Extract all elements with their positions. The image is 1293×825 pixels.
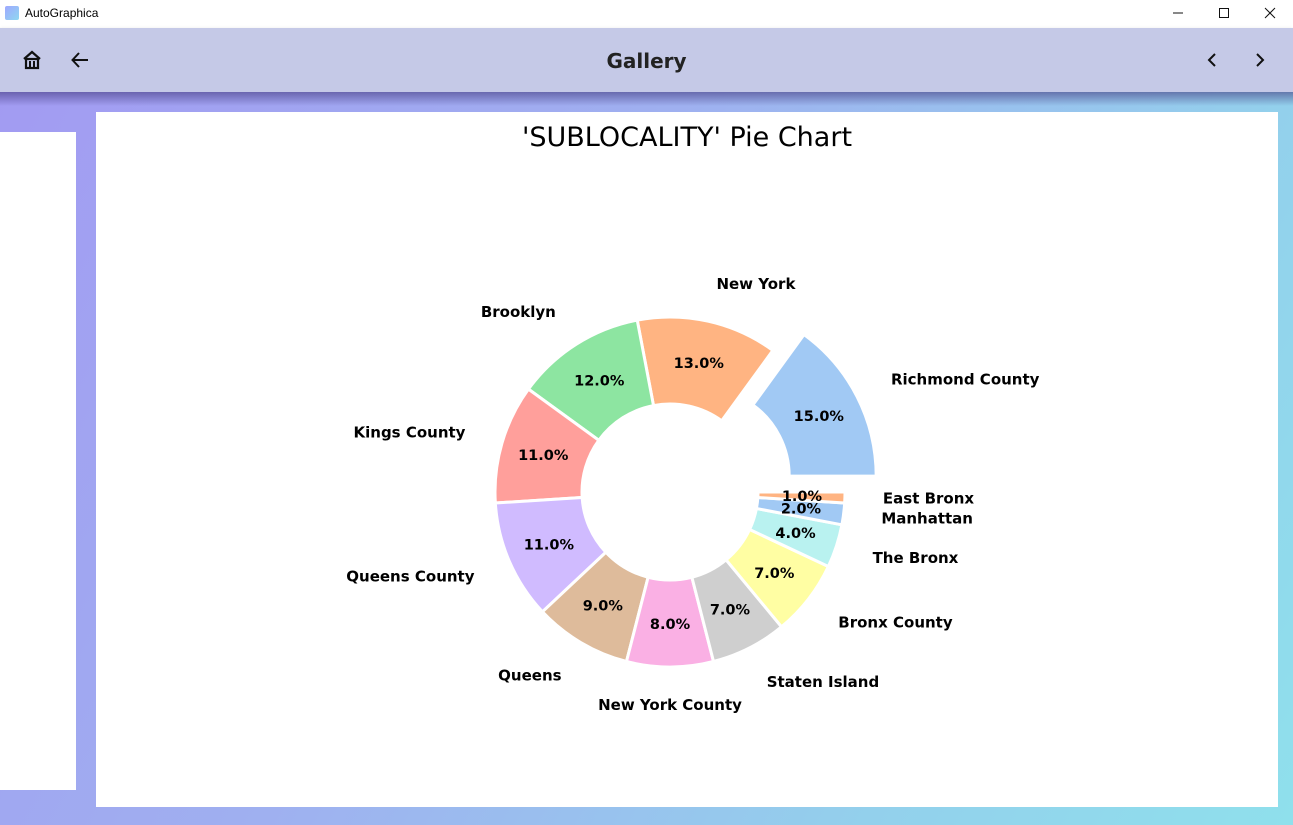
pct-label-brooklyn: 12.0% [574, 374, 625, 390]
slice-label-kings-county: Kings County [354, 424, 466, 442]
slice-label-the-bronx: The Bronx [873, 549, 959, 567]
minimize-icon [1173, 12, 1183, 14]
previous-button[interactable] [1192, 40, 1232, 80]
slice-label-new-york-county: New York County [598, 696, 742, 714]
pct-label-bronx-county: 7.0% [754, 566, 795, 582]
slice-label-richmond-county: Richmond County [891, 370, 1040, 388]
pct-label-queens-county: 11.0% [524, 537, 575, 553]
pct-label-kings-county: 11.0% [518, 448, 569, 464]
chart-title: 'SUBLOCALITY' Pie Chart [522, 122, 852, 153]
pie-slice-east-bronx [756, 490, 847, 505]
chevron-right-icon [1256, 53, 1265, 67]
slice-label-queens: Queens [498, 666, 561, 684]
pie-slice-richmond-county [750, 332, 878, 478]
minimize-button[interactable] [1155, 0, 1201, 26]
slice-label-queens-county: Queens County [346, 568, 474, 586]
close-button[interactable] [1247, 0, 1293, 26]
close-icon [1264, 7, 1276, 19]
page-title: Gallery [606, 49, 687, 73]
slice-label-staten-island: Staten Island [767, 673, 880, 691]
app-logo-icon [5, 6, 19, 20]
slice-label-manhattan: Manhattan [881, 510, 973, 528]
chart-card: 'SUBLOCALITY' Pie Chart 15.0% Richmond Co… [96, 112, 1278, 807]
slice-label-brooklyn: Brooklyn [481, 303, 556, 321]
pct-label-manhattan: 2.0% [781, 502, 822, 518]
slice-label-bronx-county: Bronx County [838, 614, 953, 632]
pct-label-east-bronx: 1.0% [782, 489, 823, 505]
chevron-left-icon [1207, 53, 1216, 67]
back-button[interactable] [60, 40, 100, 80]
home-button[interactable] [12, 40, 52, 80]
window-titlebar: AutoGraphica [0, 0, 1293, 26]
pct-label-new-york-county: 8.0% [650, 617, 691, 633]
window-controls [1155, 0, 1293, 26]
pct-label-new-york: 13.0% [674, 356, 725, 372]
maximize-icon [1219, 8, 1229, 18]
app-bar: Gallery [0, 28, 1293, 92]
maximize-button[interactable] [1201, 0, 1247, 26]
pct-label-queens: 9.0% [583, 599, 624, 615]
window-title: AutoGraphica [25, 6, 99, 20]
arrow-left-icon [71, 52, 88, 68]
pct-label-the-bronx: 4.0% [775, 526, 816, 542]
pct-label-staten-island: 7.0% [710, 603, 751, 619]
pct-label-richmond-county: 15.0% [794, 409, 845, 425]
slice-label-new-york: New York [716, 275, 796, 293]
next-button[interactable] [1240, 40, 1280, 80]
slice-label-east-bronx: East Bronx [883, 490, 975, 508]
home-icon [23, 50, 41, 70]
pie-chart: 'SUBLOCALITY' Pie Chart 15.0% Richmond Co… [346, 122, 1040, 714]
previous-chart-card[interactable] [0, 132, 76, 790]
